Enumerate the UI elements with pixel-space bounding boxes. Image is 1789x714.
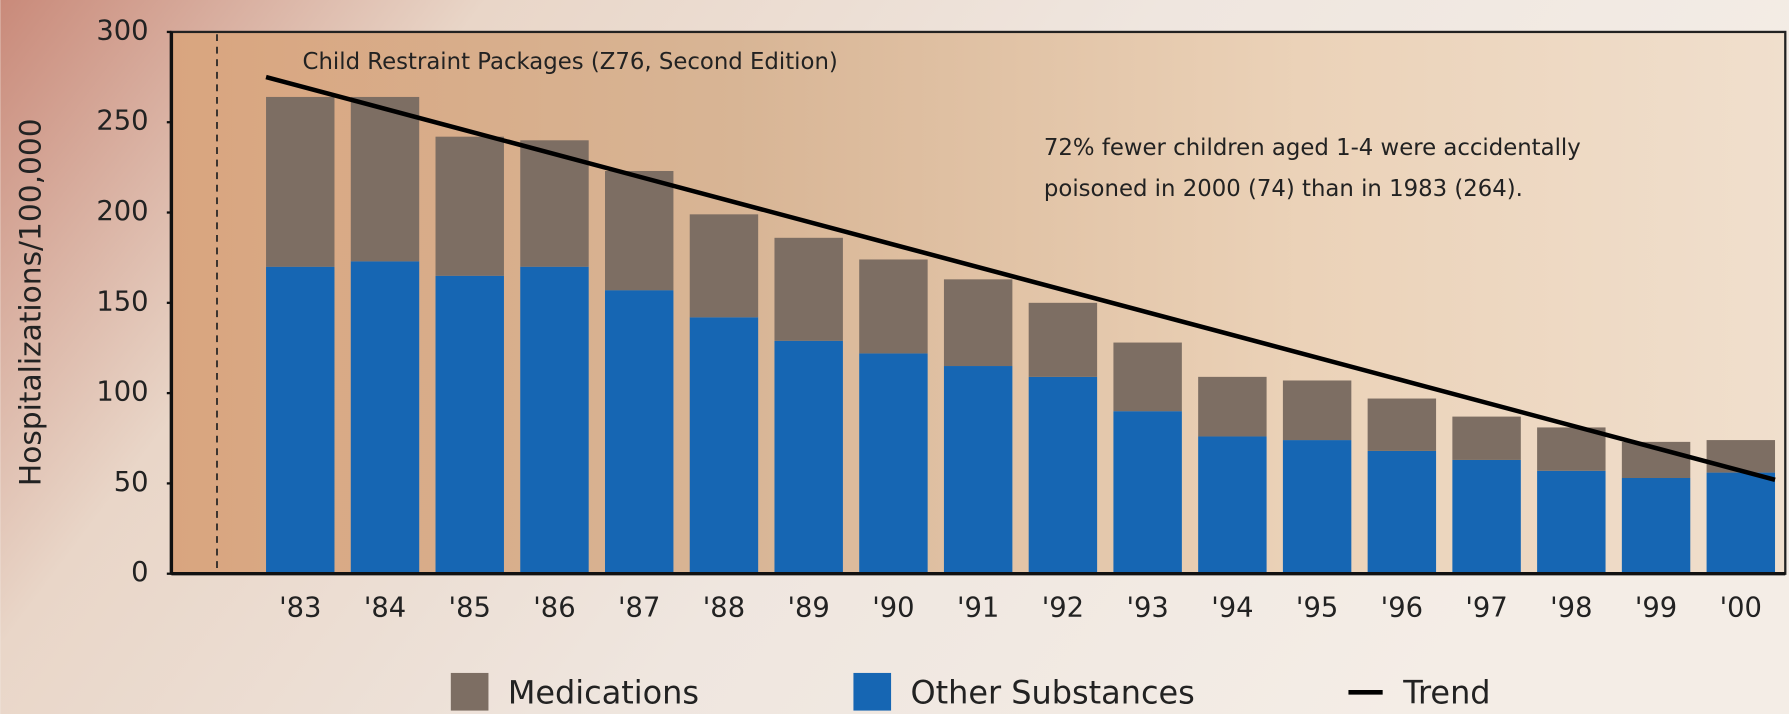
legend-swatch <box>853 672 892 711</box>
bar-segment <box>435 275 504 574</box>
trend-line <box>265 74 1776 483</box>
bar-segment <box>266 266 335 574</box>
x-tick-label: '93 <box>1126 593 1168 624</box>
bar-segment <box>1537 427 1606 471</box>
bar-segment <box>604 170 674 291</box>
bar-segment <box>1198 376 1267 437</box>
bar-segment <box>1198 436 1267 574</box>
x-tick-label: '89 <box>788 593 830 624</box>
bar-segment <box>604 290 674 574</box>
x-tick-label: '85 <box>449 593 491 624</box>
bar-segment <box>689 214 759 318</box>
annotation: 72% fewer children aged 1-4 were acciden… <box>1044 135 1581 161</box>
bar-segment <box>350 261 420 574</box>
bar-segment <box>350 96 420 262</box>
bar-segment <box>1028 302 1098 377</box>
bar-segment <box>1537 470 1606 574</box>
bar-segment <box>1113 411 1182 574</box>
x-tick-label: '98 <box>1550 593 1592 624</box>
bar-segment <box>1367 398 1437 451</box>
bar-segment <box>774 237 843 341</box>
y-tick-label: 100 <box>96 377 148 408</box>
bar-segment <box>1621 477 1691 574</box>
bar-segment <box>1452 416 1521 460</box>
bar-segment <box>859 259 928 354</box>
y-axis-label: Hospitalizations/100,000 <box>13 118 48 486</box>
bar-segment <box>1706 472 1776 574</box>
legend-label: Trend <box>1402 674 1490 712</box>
y-tick-label: 250 <box>96 106 148 137</box>
bar-segment <box>435 136 504 276</box>
x-tick-label: '95 <box>1296 593 1338 624</box>
x-tick-label: '90 <box>872 593 914 624</box>
x-tick-label: '94 <box>1211 593 1253 624</box>
bar-segment <box>1113 342 1182 412</box>
annotation: Child Restraint Packages (Z76, Second Ed… <box>303 49 838 75</box>
legend-swatch <box>450 672 489 711</box>
annotation: poisoned in 2000 (74) than in 1983 (264)… <box>1044 176 1523 202</box>
bar-segment <box>689 317 759 574</box>
x-tick-label: '83 <box>279 593 321 624</box>
x-tick-label: '96 <box>1381 593 1423 624</box>
x-tick-label: '91 <box>957 593 999 624</box>
legend-label: Medications <box>508 674 699 712</box>
bar-segment <box>1282 380 1352 441</box>
bar-segment <box>1367 450 1437 574</box>
bar-segment <box>1452 459 1521 574</box>
legend-label: Other Substances <box>910 674 1194 712</box>
x-tick-label: '86 <box>533 593 575 624</box>
y-tick-label: 150 <box>96 286 148 317</box>
y-tick-label: 300 <box>96 15 148 46</box>
y-tick-label: 200 <box>96 196 148 227</box>
bar-segment <box>266 96 335 267</box>
x-tick-label: '00 <box>1720 593 1762 624</box>
x-tick-label: '87 <box>618 593 660 624</box>
bar-segment <box>774 340 843 574</box>
bar-segment <box>859 353 928 574</box>
bar-segment <box>1028 376 1098 574</box>
bar-segment <box>520 266 589 574</box>
x-tick-label: '99 <box>1635 593 1677 624</box>
bar-segment <box>943 279 1013 367</box>
y-tick-label: 50 <box>114 467 149 498</box>
x-tick-label: '92 <box>1042 593 1084 624</box>
x-tick-label: '97 <box>1465 593 1507 624</box>
bar-segment <box>1706 440 1776 473</box>
bar-segment <box>1282 440 1352 574</box>
bar-segment <box>943 366 1013 574</box>
y-tick-label: 0 <box>131 557 148 588</box>
x-tick-label: '84 <box>364 593 406 624</box>
x-tick-label: '88 <box>703 593 745 624</box>
